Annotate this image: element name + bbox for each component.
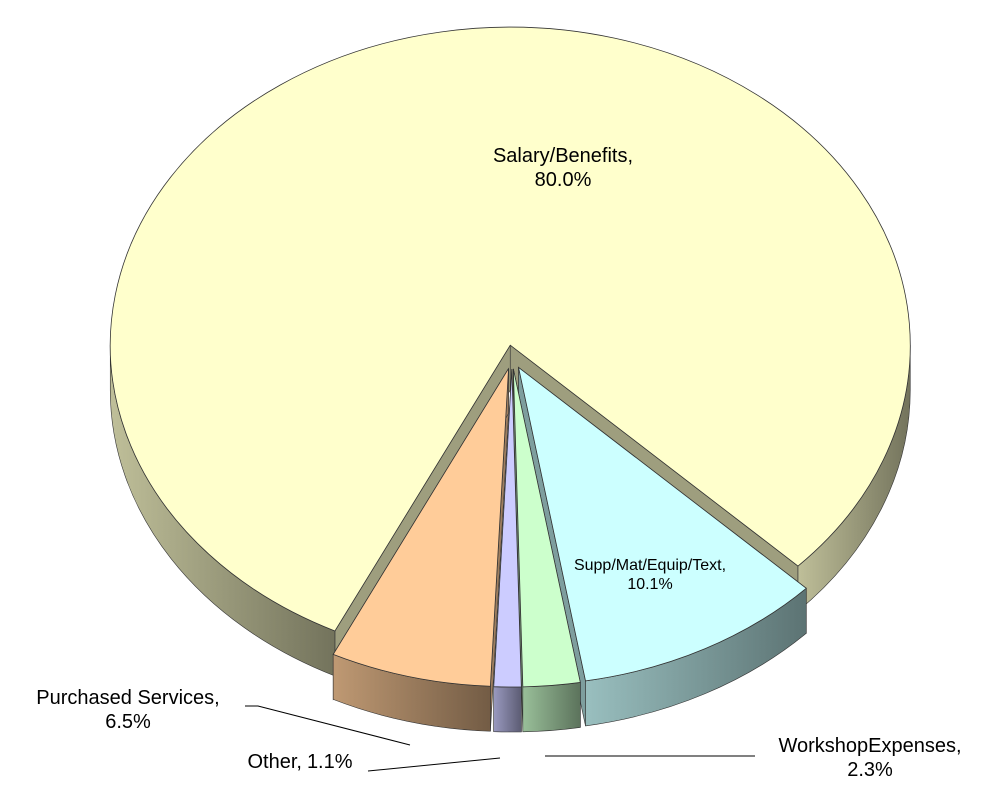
label-value: 10.1% (627, 576, 672, 593)
label-name: Purchased Services, (36, 687, 219, 709)
slice-top (512, 368, 581, 688)
slice-top (109, 26, 911, 632)
slice-wall (493, 686, 522, 733)
label-value: 1.1% (307, 751, 353, 773)
data-label: Other, 1.1% (247, 751, 352, 773)
slice-top (493, 368, 522, 688)
data-label: Purchased Services, 6.5% (36, 687, 219, 733)
slice (493, 368, 522, 733)
slice (512, 368, 581, 733)
leader-line (245, 705, 411, 746)
slice-top (332, 368, 509, 687)
label-value: 2.3% (847, 759, 893, 781)
data-label: Salary/Benefits, 80.0% (493, 145, 633, 191)
slice (332, 367, 509, 732)
label-name: WorkshopExpenses, (778, 735, 961, 757)
slice-wall (522, 682, 581, 733)
data-label: WorkshopExpenses, 2.3% (778, 735, 961, 781)
label-name: Salary/Benefits, (493, 145, 633, 167)
label-value: 80.0% (535, 169, 592, 191)
label-name: Other, (247, 751, 301, 773)
leader-line (367, 757, 501, 772)
data-label: Supp/Mat/Equip/Text, 10.1% (574, 557, 726, 593)
label-name: Supp/Mat/Equip/Text, (574, 557, 726, 574)
label-value: 6.5% (105, 711, 151, 733)
slice-top (517, 366, 807, 682)
